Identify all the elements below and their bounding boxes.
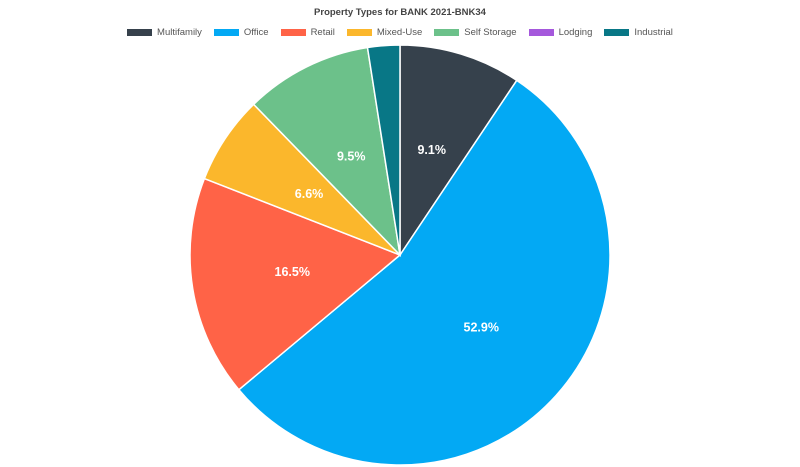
pie-slice-multifamily[interactable] [399,44,518,258]
slice-label-office: 52.9% [464,320,499,334]
legend-label: Lodging [558,27,593,38]
legend-swatch [434,29,460,36]
legend-swatch [528,29,554,36]
pie-slice-self-storage[interactable] [252,46,402,258]
legend-label: Industrial [634,27,673,38]
legend-label: Mixed-Use [376,27,423,38]
legend-item-self-storage[interactable]: Self Storage [434,27,517,38]
pie-slice-office[interactable] [237,79,611,466]
chart-title: Property Types for BANK 2021-BNK34 [314,7,486,18]
legend-label: Multifamily [157,27,202,38]
pie-slice-retail[interactable] [189,177,402,391]
legend-item-industrial[interactable]: Industrial [604,27,673,38]
legend-label: Retail [310,27,335,38]
legend-label: Office [243,27,269,38]
slice-label-retail: 16.5% [275,265,310,279]
legend-item-lodging[interactable]: Lodging [528,27,593,38]
legend-swatch [127,29,153,36]
legend-swatch [280,29,306,36]
legend-item-office[interactable]: Office [213,27,269,38]
legend-item-mixed-use[interactable]: Mixed-Use [346,27,423,38]
pie-slice-industrial[interactable] [366,44,401,256]
legend-swatch [346,29,372,36]
slice-label-mixed-use: 6.6% [295,187,324,201]
legend-item-multifamily[interactable]: Multifamily [127,27,202,38]
slice-label-self-storage: 9.5% [337,150,366,164]
legend: Multifamily Office Retail Mixed-Use Self Sto… [0,27,800,38]
legend-swatch [604,29,630,36]
legend-label: Self Storage [464,27,517,38]
legend-swatch [213,29,239,36]
legend-item-retail[interactable]: Retail [280,27,335,38]
slice-label-multifamily: 9.1% [417,143,446,157]
